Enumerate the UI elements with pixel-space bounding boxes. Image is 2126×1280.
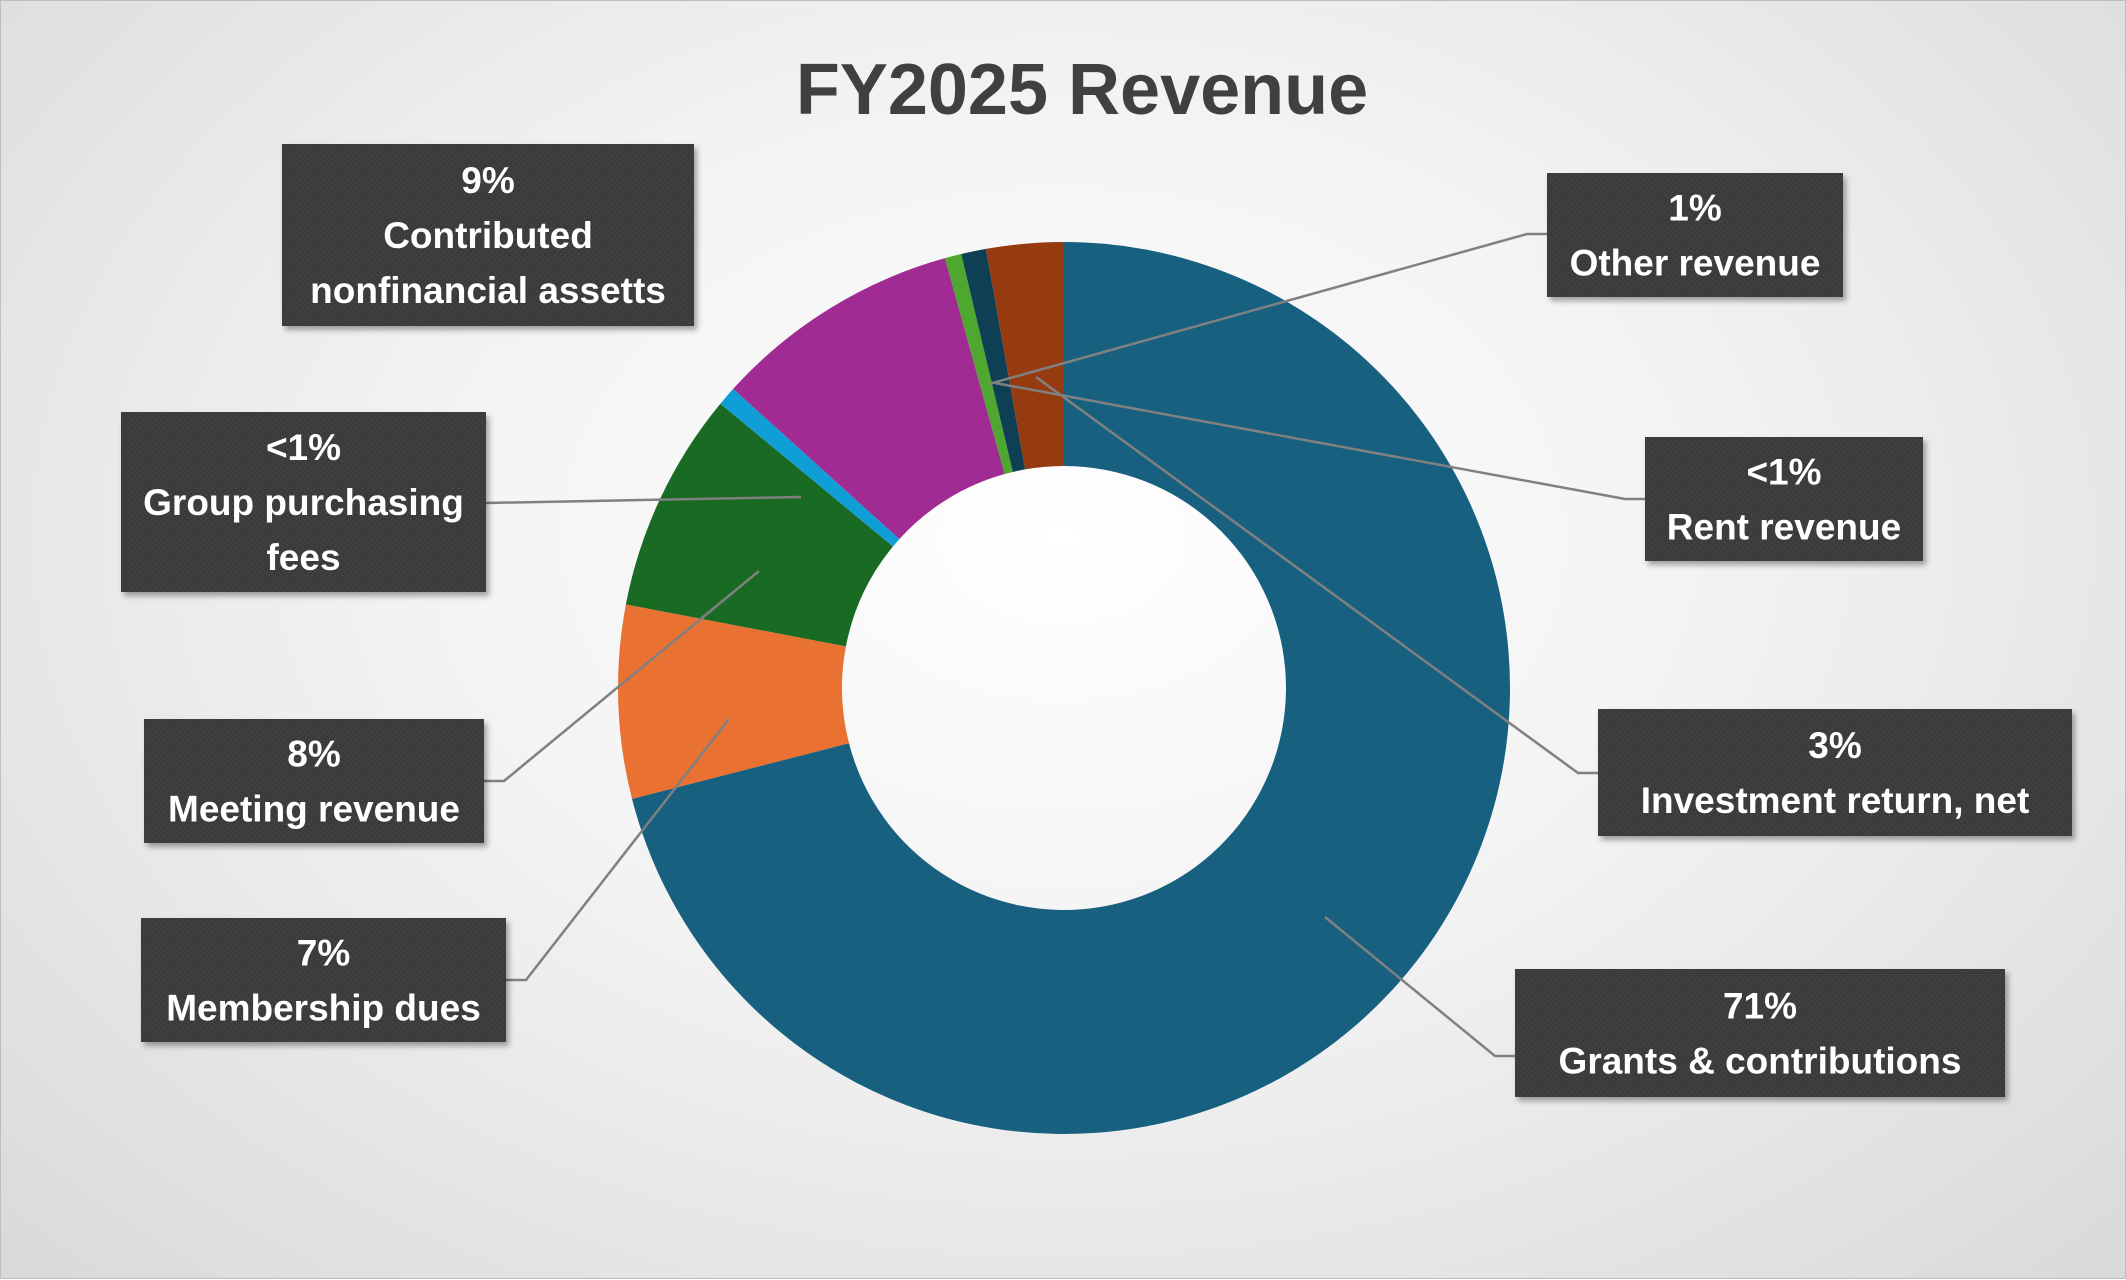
data-label-category: Investment return, net — [1641, 780, 2030, 821]
data-label: 1% Other revenue — [1547, 173, 1843, 297]
donut-slice-meeting-revenue — [625, 403, 893, 647]
leader-line — [988, 232, 1547, 386]
leader-line — [485, 495, 802, 505]
data-label: 9% Contributed nonfinancial assetts — [282, 144, 694, 326]
data-label-percent: 9% — [461, 160, 514, 201]
data-label-category: Grants & contributions — [1559, 1041, 1962, 1082]
data-label: 3% Investment return, net — [1598, 709, 2072, 836]
data-label: 71% Grants & contributions — [1515, 969, 2005, 1097]
donut-slice-rent-revenue — [944, 253, 1013, 475]
donut-slice-other-revenue — [961, 248, 1026, 472]
leader-line — [506, 718, 730, 982]
data-label-box — [1645, 437, 1923, 561]
leader-line — [994, 381, 1645, 501]
data-label-category: Rent revenue — [1667, 507, 1901, 548]
leader-line — [1035, 375, 1598, 775]
data-label-category: Contributed — [383, 215, 593, 256]
leader-line — [1324, 916, 1515, 1058]
data-label-percent: 71% — [1723, 986, 1797, 1027]
donut-slice-membership-dues — [618, 604, 849, 799]
data-label-percent: <1% — [266, 427, 341, 468]
data-label-box — [1598, 709, 2072, 836]
donut-slice-contributed-nonfinancial-assetts — [733, 258, 1005, 540]
data-label-category: Group purchasing — [143, 482, 464, 523]
data-label-percent: 3% — [1808, 725, 1861, 766]
data-label-percent: 1% — [1668, 188, 1721, 229]
data-label-category: Membership dues — [166, 988, 481, 1029]
data-label-category: fees — [266, 537, 340, 578]
data-label-percent: <1% — [1746, 452, 1821, 493]
data-label: <1% Group purchasing fees — [121, 412, 486, 592]
data-label-box — [144, 719, 484, 843]
donut-slice-group-purchasing-fees — [720, 388, 900, 547]
chart-title: FY2025 Revenue — [796, 50, 1368, 130]
data-label-category: Other revenue — [1570, 243, 1821, 284]
data-label-box — [1515, 969, 2005, 1097]
data-label-percent: 7% — [297, 933, 350, 974]
data-label: 7% Membership dues — [141, 918, 506, 1042]
donut-slice-investment-return-net — [985, 242, 1064, 470]
data-label: <1% Rent revenue — [1645, 437, 1923, 561]
data-label-category: Meeting revenue — [168, 789, 460, 830]
data-label-box — [121, 412, 486, 592]
data-label-box — [141, 918, 506, 1042]
data-label-category: nonfinancial assetts — [310, 270, 666, 311]
data-label-percent: 8% — [287, 734, 340, 775]
leader-line — [484, 570, 760, 783]
donut-slice-grants-contributions — [632, 242, 1510, 1134]
data-label: 8% Meeting revenue — [144, 719, 484, 843]
data-label-box — [282, 144, 694, 326]
data-label-box — [1547, 173, 1843, 297]
